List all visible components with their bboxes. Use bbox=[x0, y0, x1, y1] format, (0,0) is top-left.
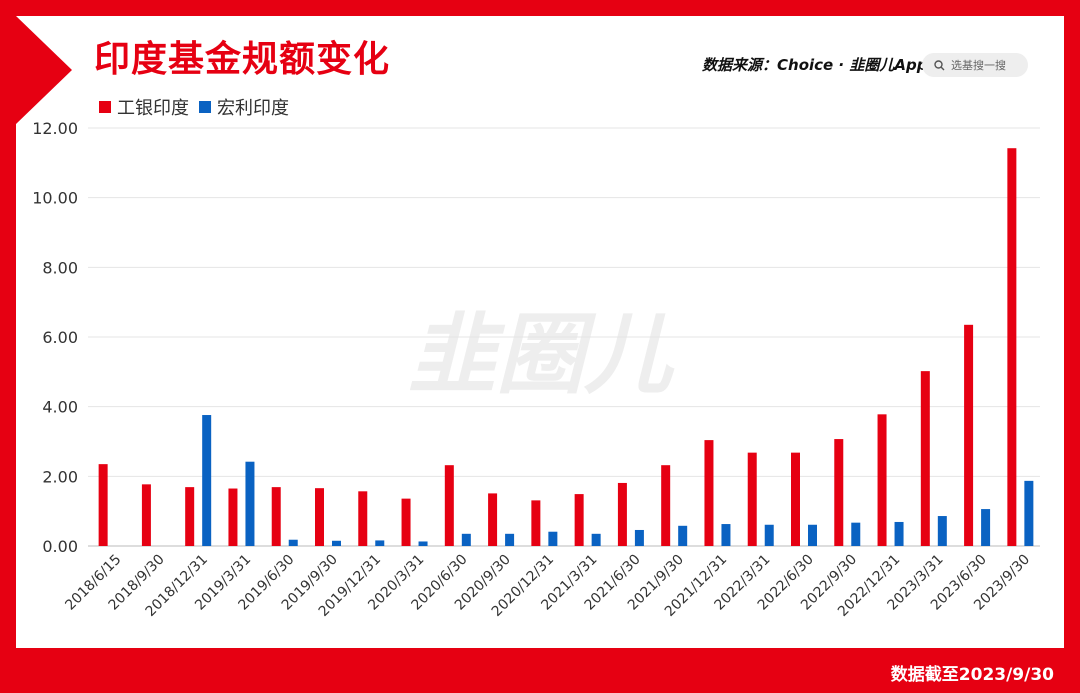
bar-series2 bbox=[418, 541, 428, 546]
bar-series2 bbox=[202, 415, 212, 546]
bar-series1 bbox=[444, 465, 454, 546]
bar-series1 bbox=[877, 414, 887, 546]
bar-series1 bbox=[185, 487, 195, 546]
bar-series1 bbox=[1007, 148, 1017, 546]
footer-date-note: 数据截至2023/9/30 bbox=[890, 665, 1054, 685]
bar-series2 bbox=[981, 509, 991, 546]
legend-swatch-red bbox=[99, 101, 111, 113]
bar-series1 bbox=[834, 439, 844, 546]
y-tick-label: 0.00 bbox=[42, 537, 78, 556]
bar-series2 bbox=[288, 539, 298, 546]
legend-item-series1: 工银印度 bbox=[99, 94, 189, 120]
bar-series1 bbox=[661, 465, 671, 546]
watermark: 韭圈儿 bbox=[408, 303, 675, 406]
bar-series2 bbox=[461, 533, 471, 546]
bar-series2 bbox=[1024, 480, 1034, 546]
search-placeholder: 选基搜一搜 bbox=[951, 59, 1006, 72]
y-tick-label: 2.00 bbox=[42, 467, 78, 486]
y-tick-label: 8.00 bbox=[42, 258, 78, 277]
bar-series1 bbox=[617, 482, 627, 546]
legend-swatch-blue bbox=[199, 101, 211, 113]
bar-series2 bbox=[505, 533, 515, 546]
legend-label-series1: 工银印度 bbox=[117, 98, 189, 119]
bar-series1 bbox=[315, 488, 324, 546]
corner-banner bbox=[0, 0, 72, 140]
bar-series2 bbox=[678, 525, 688, 546]
bar-series1 bbox=[920, 371, 930, 546]
search-icon bbox=[934, 59, 945, 70]
data-source-label: 数据来源：Choice · 韭圈儿App bbox=[702, 56, 928, 74]
bar-series2 bbox=[894, 521, 904, 546]
bar-series2 bbox=[548, 531, 558, 546]
bar-series1 bbox=[747, 452, 757, 546]
legend: 工银印度 宏利印度 bbox=[99, 94, 289, 120]
legend-label-series2: 宏利印度 bbox=[217, 98, 289, 119]
bar-series1 bbox=[704, 440, 714, 546]
y-tick-label: 10.00 bbox=[32, 189, 78, 208]
bar-series2 bbox=[851, 522, 861, 546]
bar-series1 bbox=[141, 484, 151, 546]
y-tick-label: 4.00 bbox=[42, 398, 78, 417]
bar-series1 bbox=[531, 500, 541, 546]
bar-series1 bbox=[98, 464, 108, 546]
bar-series1 bbox=[488, 493, 498, 546]
legend-item-series2: 宏利印度 bbox=[199, 94, 289, 120]
bar-series2 bbox=[332, 540, 341, 546]
bar-series1 bbox=[574, 494, 584, 546]
bar-series2 bbox=[634, 529, 644, 546]
bar-series2 bbox=[764, 524, 774, 546]
bar-series1 bbox=[791, 452, 800, 546]
bar-series2 bbox=[808, 524, 817, 546]
bar-series2 bbox=[245, 461, 255, 546]
y-tick-label: 12.00 bbox=[32, 119, 78, 138]
bar-series1 bbox=[358, 491, 368, 546]
y-tick-label: 6.00 bbox=[42, 328, 78, 347]
bar-series1 bbox=[964, 324, 974, 546]
bar-series2 bbox=[937, 516, 947, 546]
bar-series1 bbox=[271, 487, 281, 546]
bar-series2 bbox=[375, 540, 385, 546]
bar-series2 bbox=[591, 533, 601, 546]
chart-title: 印度基金规额变化 bbox=[94, 39, 391, 80]
bar-series2 bbox=[721, 524, 731, 546]
bar-series1 bbox=[401, 498, 411, 546]
bar-series1 bbox=[228, 488, 238, 546]
search-box[interactable]: 选基搜一搜 bbox=[922, 53, 1028, 77]
